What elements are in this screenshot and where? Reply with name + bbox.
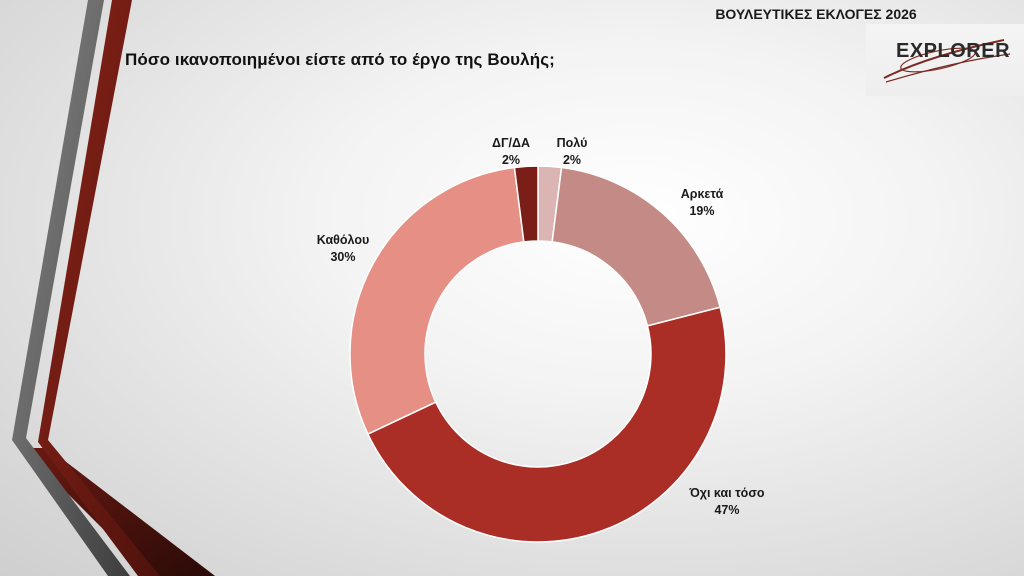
question-title: Πόσο ικανοποιημένοι είστε από το έργο τη… xyxy=(125,50,555,69)
value-oxi-kai-toso: 47% xyxy=(714,503,739,517)
header-title: ΒΟΥΛΕΥΤΙΚΕΣ ΕΚΛΟΓΕΣ 2026 xyxy=(715,6,917,22)
explorer-logo: EXPLORER xyxy=(866,24,1024,96)
label-katholou: Καθόλου xyxy=(317,233,370,247)
stripe-gray xyxy=(12,0,130,576)
slice-katholou xyxy=(349,166,525,436)
label-poly: Πολύ xyxy=(557,136,588,150)
slice-oxi-kai-toso xyxy=(366,306,727,543)
logo-swoosh-icon xyxy=(883,39,1011,83)
label-arketa: Αρκετά xyxy=(681,187,724,201)
value-dg-da: 2% xyxy=(502,153,520,167)
value-katholou: 30% xyxy=(330,250,355,264)
label-dg-da: ΔΓ/ΔΑ xyxy=(492,136,530,150)
label-oxi-kai-toso: Όχι και τόσο xyxy=(688,486,764,500)
logo-text: EXPLORER xyxy=(896,40,1011,62)
value-arketa: 19% xyxy=(689,204,714,218)
stripe-red xyxy=(38,0,160,576)
value-poly: 2% xyxy=(563,153,581,167)
slice-dg-da xyxy=(513,165,539,243)
